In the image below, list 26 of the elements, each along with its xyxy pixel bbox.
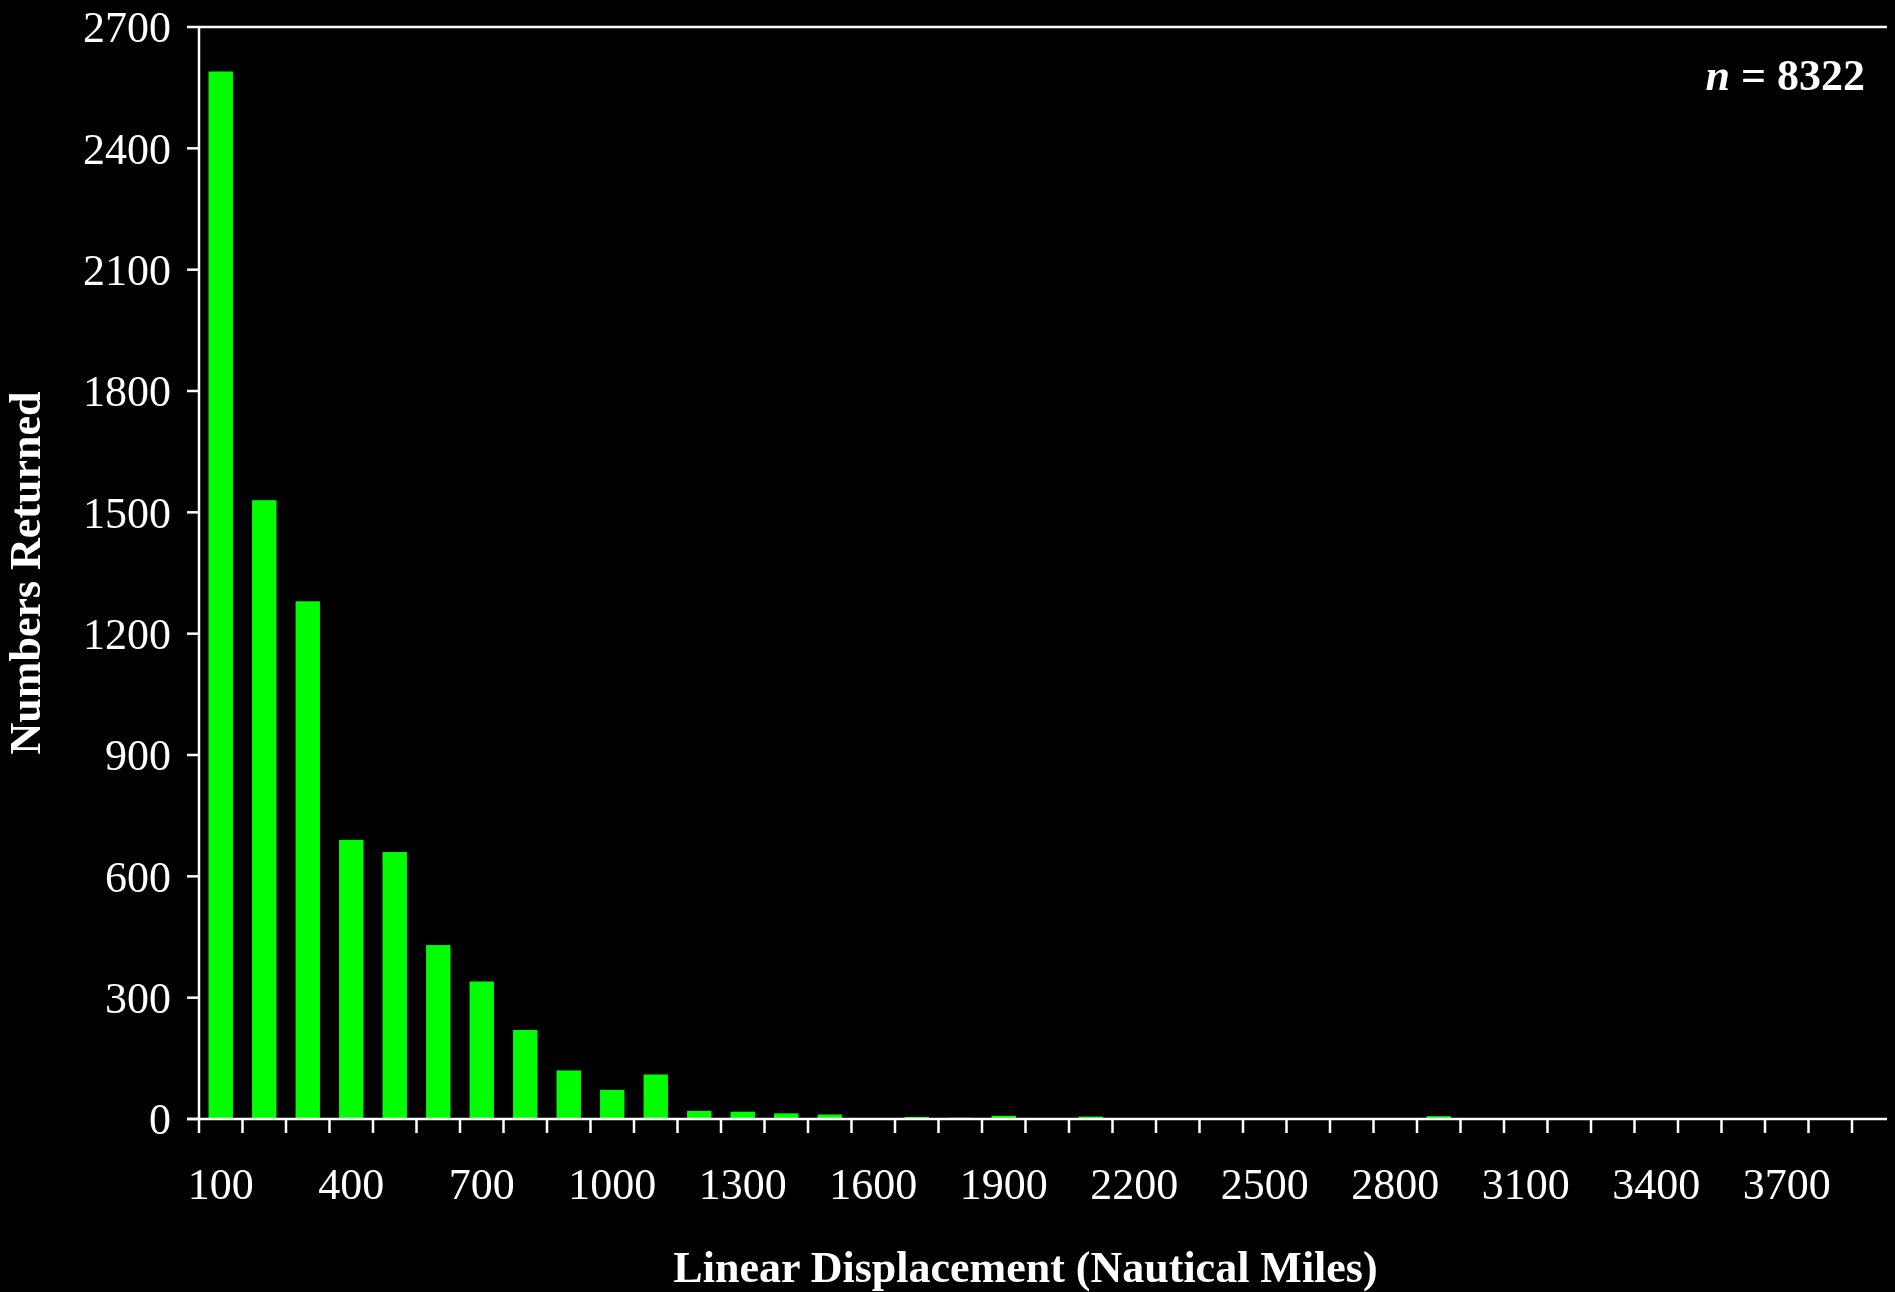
x-tick-label: 3700	[1742, 1160, 1831, 1209]
y-tick-label: 600	[105, 852, 171, 902]
x-tick-label: 2500	[1220, 1160, 1309, 1209]
y-tick-label: 2100	[83, 246, 171, 296]
y-axis-title: Numbers Returned	[1, 391, 50, 755]
x-tick-label: 3400	[1612, 1160, 1701, 1209]
x-tick-label: 2800	[1351, 1160, 1440, 1209]
x-tick-label: 1000	[568, 1160, 657, 1209]
y-tick-label: 0	[149, 1095, 171, 1145]
x-tick-label: 3100	[1481, 1160, 1570, 1209]
x-tick-label: 400	[318, 1160, 385, 1209]
y-tick-label: 1200	[83, 610, 171, 660]
x-axis-title: Linear Displacement (Nautical Miles)	[673, 1243, 1378, 1292]
x-tick-label: 100	[187, 1160, 254, 1209]
y-tick-label: 2700	[83, 3, 171, 53]
x-tick-label: 700	[448, 1160, 515, 1209]
y-tick-label: 1800	[83, 367, 171, 417]
x-tick-label: 1600	[829, 1160, 918, 1209]
x-tick-label: 1900	[959, 1160, 1048, 1209]
x-tick-label: 1300	[698, 1160, 787, 1209]
x-tick-label: 2200	[1090, 1160, 1179, 1209]
y-tick-label: 900	[105, 731, 171, 781]
y-tick-label: 1500	[83, 488, 171, 538]
annotation: n = 8322	[1705, 51, 1865, 100]
y-tick-label: 2400	[83, 124, 171, 174]
y-tick-label: 300	[105, 974, 171, 1024]
